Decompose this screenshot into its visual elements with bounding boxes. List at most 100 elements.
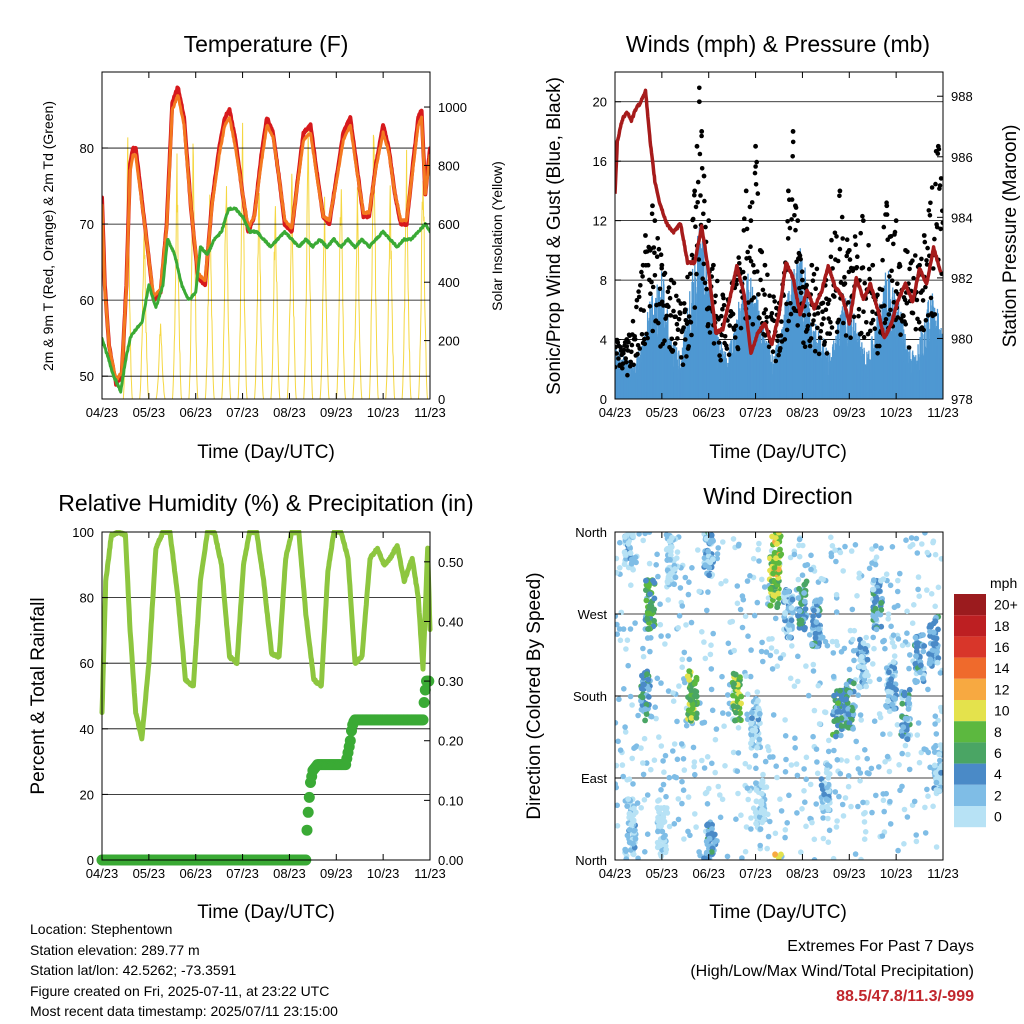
direction-cluster-point bbox=[845, 724, 852, 731]
gust-point bbox=[844, 253, 849, 259]
direction-cluster-point bbox=[850, 680, 857, 687]
direction-cluster-point bbox=[638, 685, 645, 692]
gust-point bbox=[818, 328, 824, 334]
gust-point bbox=[856, 306, 862, 312]
direction-cluster-point bbox=[733, 709, 739, 716]
direction-point bbox=[856, 570, 863, 577]
direction-point bbox=[915, 586, 921, 593]
solar-insolation-line bbox=[319, 196, 330, 399]
direction-point bbox=[640, 653, 647, 660]
direction-cluster-point bbox=[782, 598, 788, 604]
direction-point bbox=[798, 849, 804, 855]
gust-peak-point bbox=[694, 143, 700, 149]
direction-point bbox=[615, 569, 620, 576]
gust-point bbox=[693, 224, 698, 229]
gust-point bbox=[642, 341, 648, 347]
direction-point bbox=[643, 760, 650, 766]
direction-cluster-point bbox=[772, 535, 779, 541]
direction-cluster-point bbox=[624, 832, 631, 839]
direction-cluster-point bbox=[812, 635, 819, 641]
direction-cluster-point bbox=[850, 725, 856, 732]
gust-point bbox=[855, 254, 860, 259]
gust-point bbox=[847, 257, 853, 262]
direction-point bbox=[833, 824, 840, 830]
gust-point bbox=[907, 266, 912, 272]
direction-point bbox=[925, 749, 932, 756]
gust-point bbox=[775, 338, 780, 344]
direction-point bbox=[715, 783, 722, 790]
winds-y2-tick-label: 982 bbox=[951, 271, 973, 286]
direction-point bbox=[769, 636, 775, 642]
colorbar-label: 6 bbox=[994, 745, 1002, 761]
direction-point bbox=[714, 555, 720, 562]
direction-point bbox=[735, 725, 742, 731]
direction-point bbox=[748, 815, 754, 821]
direction-point bbox=[883, 571, 890, 577]
extremes-title: Extremes For Past 7 Days bbox=[787, 938, 974, 955]
gust-point bbox=[925, 245, 930, 251]
direction-point bbox=[924, 786, 930, 793]
gust-point bbox=[933, 181, 938, 187]
gust-point bbox=[766, 344, 772, 350]
direction-point bbox=[862, 747, 868, 753]
humidity-x-tick-label: 09/23 bbox=[320, 866, 353, 881]
direction-point bbox=[681, 836, 687, 842]
gust-point bbox=[903, 322, 908, 327]
gust-point bbox=[770, 349, 776, 355]
extremes-box: Extremes For Past 7 Days (High/Low/Max W… bbox=[690, 934, 974, 1009]
direction-point bbox=[887, 731, 893, 737]
gust-point bbox=[860, 265, 866, 270]
temperature-x-tick-label: 07/23 bbox=[226, 405, 259, 420]
rainfall-point bbox=[418, 697, 430, 708]
direction-point bbox=[678, 741, 685, 747]
gust-point bbox=[841, 320, 846, 326]
gust-point bbox=[860, 213, 865, 219]
direction-point bbox=[626, 776, 633, 782]
gust-point bbox=[751, 262, 756, 268]
direction-cluster-point bbox=[627, 550, 634, 556]
direction-point bbox=[692, 811, 698, 817]
gust-point bbox=[655, 236, 660, 241]
direction-point bbox=[840, 568, 846, 574]
gust-peak-point bbox=[748, 218, 754, 224]
direction-cluster-point bbox=[706, 572, 712, 579]
colorbar-swatch bbox=[954, 594, 986, 616]
direction-point bbox=[701, 719, 708, 726]
temperature-y-tick-label: 50 bbox=[80, 369, 94, 384]
gust-peak-point bbox=[917, 262, 922, 268]
direction-point bbox=[914, 732, 921, 738]
direction-point bbox=[861, 811, 867, 817]
direction-point bbox=[628, 582, 634, 588]
winds-y-tick-label: 8 bbox=[600, 273, 607, 288]
direction-point bbox=[919, 541, 925, 547]
direction-point bbox=[818, 575, 825, 582]
direction-cluster-point bbox=[885, 688, 891, 695]
direction-point bbox=[840, 813, 847, 819]
direction-point bbox=[615, 555, 620, 562]
gust-point bbox=[735, 346, 741, 352]
direction-xlabel: Time (Day/UTC) bbox=[709, 902, 847, 923]
gust-point bbox=[647, 304, 653, 309]
direction-cluster-point bbox=[626, 839, 633, 846]
direction-point bbox=[686, 579, 692, 585]
direction-point bbox=[665, 597, 671, 603]
gust-point bbox=[675, 336, 680, 341]
gust-point bbox=[938, 176, 943, 181]
direction-cluster-point bbox=[878, 623, 885, 630]
gust-point bbox=[662, 270, 668, 276]
direction-point bbox=[782, 769, 789, 775]
direction-point bbox=[833, 591, 840, 598]
direction-cluster-point bbox=[630, 533, 636, 539]
direction-cluster-point bbox=[899, 700, 906, 707]
gust-point bbox=[688, 320, 694, 325]
gust-peak-point bbox=[795, 218, 801, 224]
humidity-y-tick-label: 0 bbox=[87, 853, 94, 868]
temperature-y2-tick-label: 400 bbox=[438, 275, 460, 290]
direction-point bbox=[699, 629, 705, 635]
direction-point bbox=[938, 556, 943, 562]
gust-point bbox=[760, 287, 766, 293]
colorbar-title: mph bbox=[990, 575, 1017, 591]
direction-cluster-point bbox=[863, 683, 870, 690]
colorbar-label: 12 bbox=[994, 681, 1010, 697]
gust-point bbox=[674, 293, 679, 299]
